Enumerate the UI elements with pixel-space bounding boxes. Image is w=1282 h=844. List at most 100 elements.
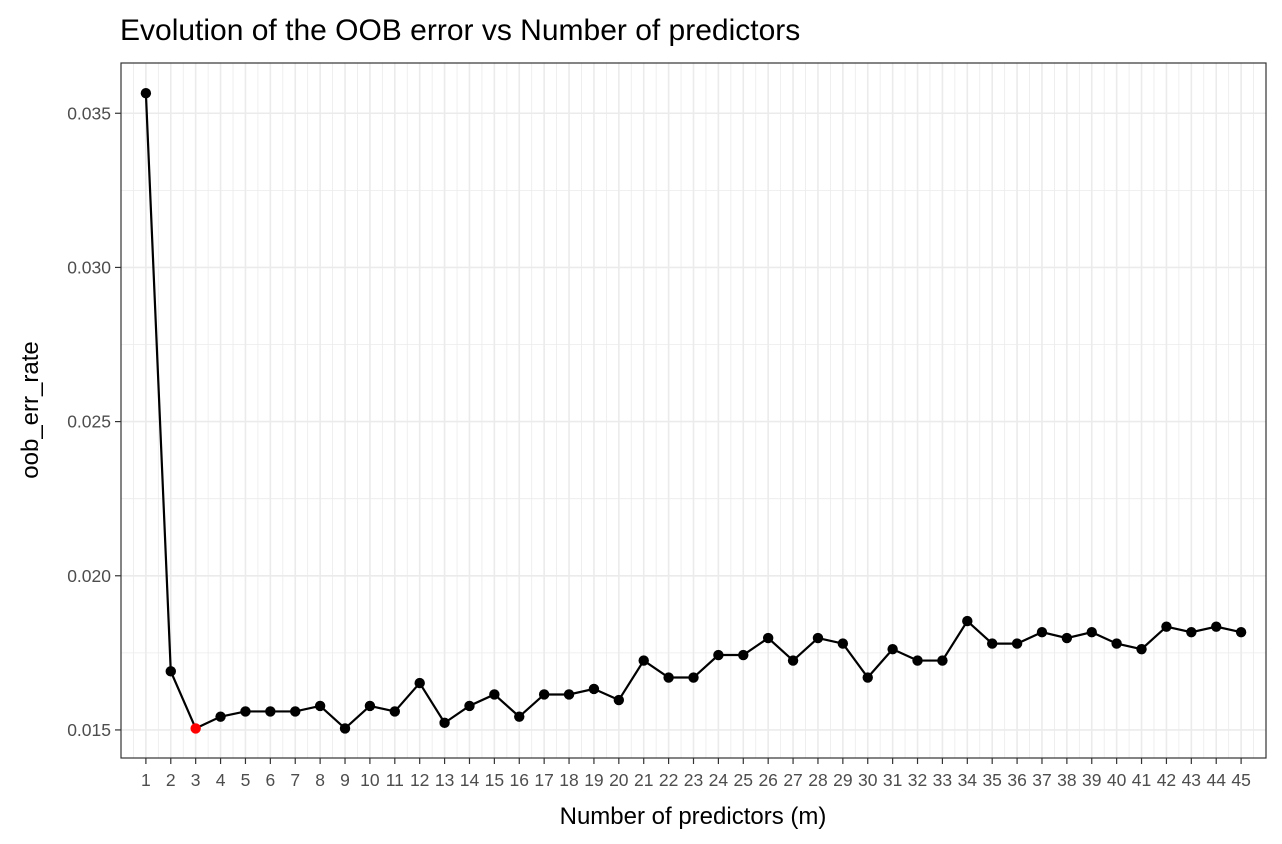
data-point: [862, 672, 873, 683]
x-tick-label: 25: [734, 770, 753, 790]
data-point: [1211, 621, 1222, 632]
data-point: [1136, 643, 1147, 655]
data-point: [514, 711, 525, 722]
data-point: [464, 700, 475, 712]
x-tick-label: 6: [265, 770, 275, 790]
data-point: [389, 706, 401, 717]
x-tick-label: 35: [982, 770, 1001, 790]
x-tick-label: 4: [216, 770, 226, 790]
x-tick-label: 43: [1182, 770, 1201, 790]
y-tick-label: 0.030: [67, 257, 111, 277]
data-point: [613, 694, 625, 706]
data-point: [290, 706, 301, 717]
data-point: [339, 723, 351, 734]
x-tick-label: 28: [808, 770, 827, 790]
x-tick-label: 14: [460, 770, 480, 790]
data-point: [364, 700, 376, 712]
x-tick-label: 15: [485, 770, 504, 790]
x-tick-label: 5: [241, 770, 251, 790]
data-point: [713, 649, 724, 661]
data-point: [986, 638, 998, 649]
data-point: [165, 666, 176, 677]
x-tick-label: 13: [435, 770, 454, 790]
x-tick-label: 36: [1007, 770, 1026, 790]
data-point-highlighted: [190, 723, 201, 734]
grid-lines: [121, 63, 1266, 758]
x-tick-label: 38: [1057, 770, 1076, 790]
x-tick-label: 21: [634, 770, 653, 790]
x-tick-label: 22: [659, 770, 678, 790]
data-point: [837, 638, 849, 649]
x-tick-label: 27: [783, 770, 802, 790]
x-tick-label: 24: [709, 770, 729, 790]
y-tick-label: 0.020: [67, 566, 111, 586]
data-point: [762, 632, 774, 644]
x-tick-label: 40: [1107, 770, 1127, 790]
series: [140, 88, 1247, 734]
data-point: [215, 711, 226, 722]
x-tick-label: 26: [758, 770, 777, 790]
x-tick-label: 2: [166, 770, 176, 790]
data-point: [638, 655, 649, 666]
x-tick-label: 10: [360, 770, 380, 790]
x-tick-label: 37: [1032, 770, 1051, 790]
x-tick-label: 33: [933, 770, 952, 790]
x-tick-label: 45: [1231, 770, 1250, 790]
data-point: [439, 717, 450, 729]
data-point: [738, 649, 749, 661]
data-point: [688, 672, 699, 683]
data-point: [588, 683, 600, 695]
data-point: [937, 655, 948, 666]
y-axis-label: oob_err_rate: [17, 341, 44, 478]
data-point: [1061, 632, 1073, 644]
data-point: [663, 672, 674, 683]
x-tick-label: 42: [1157, 770, 1176, 790]
data-point: [489, 689, 500, 700]
x-tick-label: 8: [315, 770, 325, 790]
data-point: [1235, 626, 1247, 638]
x-tick-label: 34: [958, 770, 978, 790]
data-point: [314, 700, 326, 712]
x-tick-label: 3: [191, 770, 201, 790]
data-point: [563, 689, 575, 700]
data-point: [265, 706, 276, 717]
x-tick-label: 19: [584, 770, 603, 790]
x-tick-label: 32: [908, 770, 927, 790]
y-tick-label: 0.025: [67, 412, 111, 432]
data-point: [962, 615, 973, 627]
x-tick-label: 9: [340, 770, 350, 790]
x-tick-label: 44: [1206, 770, 1226, 790]
data-point: [1036, 626, 1048, 638]
y-tick-label: 0.035: [67, 103, 111, 123]
x-tick-label: 1: [141, 770, 151, 790]
x-tick-label: 7: [290, 770, 300, 790]
data-point: [787, 655, 799, 666]
data-point: [887, 643, 898, 655]
x-tick-label: 12: [410, 770, 429, 790]
x-tick-label: 17: [534, 770, 553, 790]
x-tick-label: 31: [883, 770, 902, 790]
x-tick-label: 29: [833, 770, 852, 790]
chart-title: Evolution of the OOB error vs Number of …: [120, 14, 800, 47]
data-point: [912, 655, 923, 666]
data-point: [1011, 638, 1023, 649]
data-point: [1161, 621, 1172, 632]
data-point: [240, 706, 251, 717]
data-point: [1111, 638, 1122, 649]
x-axis-label: Number of predictors (m): [560, 803, 827, 830]
data-point: [1186, 626, 1197, 638]
data-point: [140, 88, 152, 99]
x-tick-label: 16: [510, 770, 529, 790]
x-tick-label: 20: [609, 770, 629, 790]
x-tick-label: 30: [858, 770, 878, 790]
data-point: [1086, 626, 1097, 638]
x-tick-label: 39: [1082, 770, 1101, 790]
data-point: [538, 689, 550, 700]
data-point: [414, 677, 425, 689]
data-point: [812, 632, 824, 644]
x-tick-label: 18: [559, 770, 578, 790]
y-tick-label: 0.015: [67, 720, 111, 740]
x-tick-label: 11: [386, 770, 404, 790]
